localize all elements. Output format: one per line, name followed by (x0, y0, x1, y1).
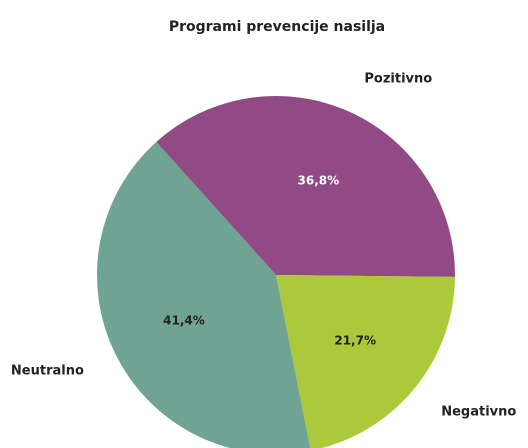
value-label: 41,4% (163, 314, 205, 328)
chart-title: Programi prevencije nasilja (169, 19, 385, 35)
pie-slice (97, 141, 311, 448)
category-label: Neutralno (11, 364, 84, 379)
pie-slice (156, 96, 456, 277)
value-label: 36,8% (298, 174, 340, 188)
value-label: 21,7% (334, 333, 376, 347)
category-label: Pozitivno (364, 72, 432, 87)
pie-slice (276, 275, 455, 448)
category-label: Negativno (441, 405, 516, 420)
